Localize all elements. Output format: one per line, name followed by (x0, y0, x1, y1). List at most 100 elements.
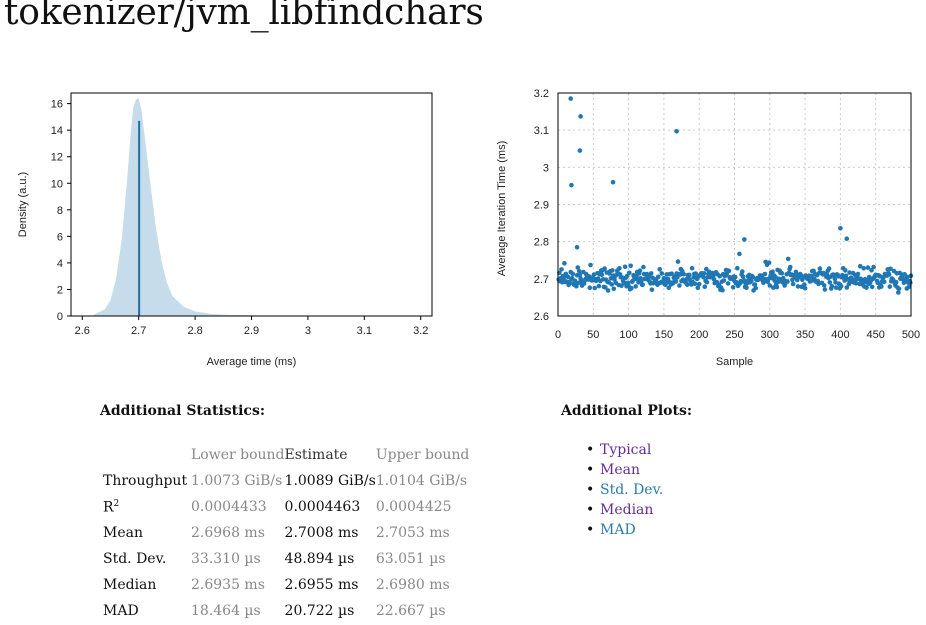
x-tick-label: 400 (831, 329, 849, 341)
x-tick-label: 500 (902, 329, 920, 341)
stats-row: Throughput 1.0073 GiB/s 1.0089 GiB/s 1.0104… (101, 468, 469, 494)
plot-link-mean[interactable]: Mean (600, 462, 640, 478)
x-tick-label: 3 (305, 325, 311, 337)
sample-point (588, 262, 593, 268)
estimate-value: 2.7008 ms (284, 525, 359, 541)
sample-point (844, 236, 850, 241)
sample-point (752, 282, 758, 287)
sample-point (675, 259, 681, 264)
stat-label: R2 (103, 498, 120, 516)
iteration-times-chart: 0 50 100 150 200 250 300 350 400 450 500 2.6 2.7 2.8… (496, 88, 920, 368)
estimate-value: 20.722 µs (284, 603, 355, 619)
sample-point (881, 279, 887, 285)
sample-point (843, 268, 848, 273)
stats-row: Mean 2.6968 ms 2.7008 ms 2.7053 ms (101, 520, 469, 546)
plot-list-item: Typical (566, 440, 663, 460)
sample-point (640, 282, 645, 288)
sample-point (817, 266, 823, 271)
sample-point (774, 284, 780, 290)
sample-point (657, 267, 662, 272)
sample-point (576, 269, 582, 274)
sample-point (896, 290, 901, 295)
sample-point (577, 148, 583, 153)
sample-point (822, 287, 828, 292)
upper-bound-value: 0.0004425 (375, 499, 452, 515)
plot-list-item: MAD (566, 520, 663, 540)
sample-point (701, 271, 707, 276)
sample-point (587, 285, 593, 291)
upper-bound-value: 2.7053 ms (375, 525, 450, 541)
sample-point (702, 284, 708, 290)
sample-point (906, 284, 912, 290)
x-tick-label: 2.7 (131, 325, 146, 337)
sample-point (559, 267, 564, 272)
sample-point (725, 281, 731, 286)
sample-point (711, 277, 717, 282)
sample-point (750, 274, 756, 280)
plot-link-std-dev[interactable]: Std. Dev. (600, 482, 664, 498)
sample-point (737, 251, 742, 257)
sample-point (742, 237, 747, 242)
column-header: Estimate (284, 447, 348, 463)
sample-point (869, 268, 874, 273)
y-axis-label: Density (a.u.) (17, 172, 29, 237)
y-tick-label: 2.6 (534, 311, 549, 323)
y-tick-label: 2.7 (534, 274, 549, 286)
x-axis-label: Average time (ms) (207, 356, 297, 368)
sample-point (649, 287, 655, 293)
sample-point (575, 265, 581, 270)
sample-point (864, 285, 869, 290)
sample-point (788, 264, 793, 270)
sample-point (692, 281, 698, 287)
sample-point (656, 274, 661, 280)
plot-link-median[interactable]: Median (600, 502, 654, 518)
y-tick-label: 8 (57, 205, 63, 217)
sample-point (669, 271, 674, 277)
upper-bound-value: 22.667 µs (375, 603, 446, 619)
stats-row: R2 0.0004433 0.0004463 0.0004425 (101, 494, 469, 520)
empty-header (101, 442, 191, 468)
sample-point (886, 272, 892, 277)
sample-point (565, 274, 571, 280)
sample-point (681, 271, 686, 277)
y-tick-label: 0 (57, 311, 63, 323)
sample-point (659, 271, 665, 276)
sample-point (744, 285, 749, 291)
estimate-value: 1.0089 GiB/s (284, 473, 376, 489)
estimate-value: 2.6955 ms (284, 577, 359, 593)
sample-point (821, 283, 827, 288)
sample-point (720, 287, 725, 293)
sample-point (609, 282, 614, 287)
y-tick-label: 4 (57, 258, 63, 270)
sample-point (735, 265, 740, 271)
sample-point (605, 288, 611, 293)
sample-point (865, 265, 871, 270)
plot-link-mad[interactable]: MAD (600, 522, 636, 538)
y-tick-label: 12 (51, 152, 63, 164)
sample-point (673, 279, 679, 284)
x-tick-label: 2.8 (187, 325, 202, 337)
sample-point (641, 264, 646, 270)
superscript: 2 (113, 498, 120, 509)
sample-point (771, 285, 776, 290)
sample-point (674, 128, 679, 134)
sample-point (762, 271, 768, 277)
sample-point (908, 280, 913, 286)
sample-point (562, 261, 567, 266)
sample-point (627, 270, 632, 276)
plot-link-typical[interactable]: Typical (600, 442, 652, 458)
sample-point (766, 260, 772, 266)
sample-point (779, 270, 785, 276)
sample-point (684, 282, 690, 288)
sample-point (696, 281, 702, 287)
sample-point (611, 286, 617, 292)
plots-heading: Additional Plots: (561, 403, 693, 419)
column-header: Upper bound (375, 447, 470, 463)
sample-point (896, 286, 902, 292)
x-tick-label: 450 (867, 329, 885, 341)
sample-point (591, 272, 597, 277)
lower-bound-value: 2.6935 ms (191, 577, 265, 593)
sample-point (855, 271, 861, 277)
upper-bound-value: 1.0104 GiB/s (375, 473, 468, 489)
x-tick-label: 250 (725, 329, 743, 341)
